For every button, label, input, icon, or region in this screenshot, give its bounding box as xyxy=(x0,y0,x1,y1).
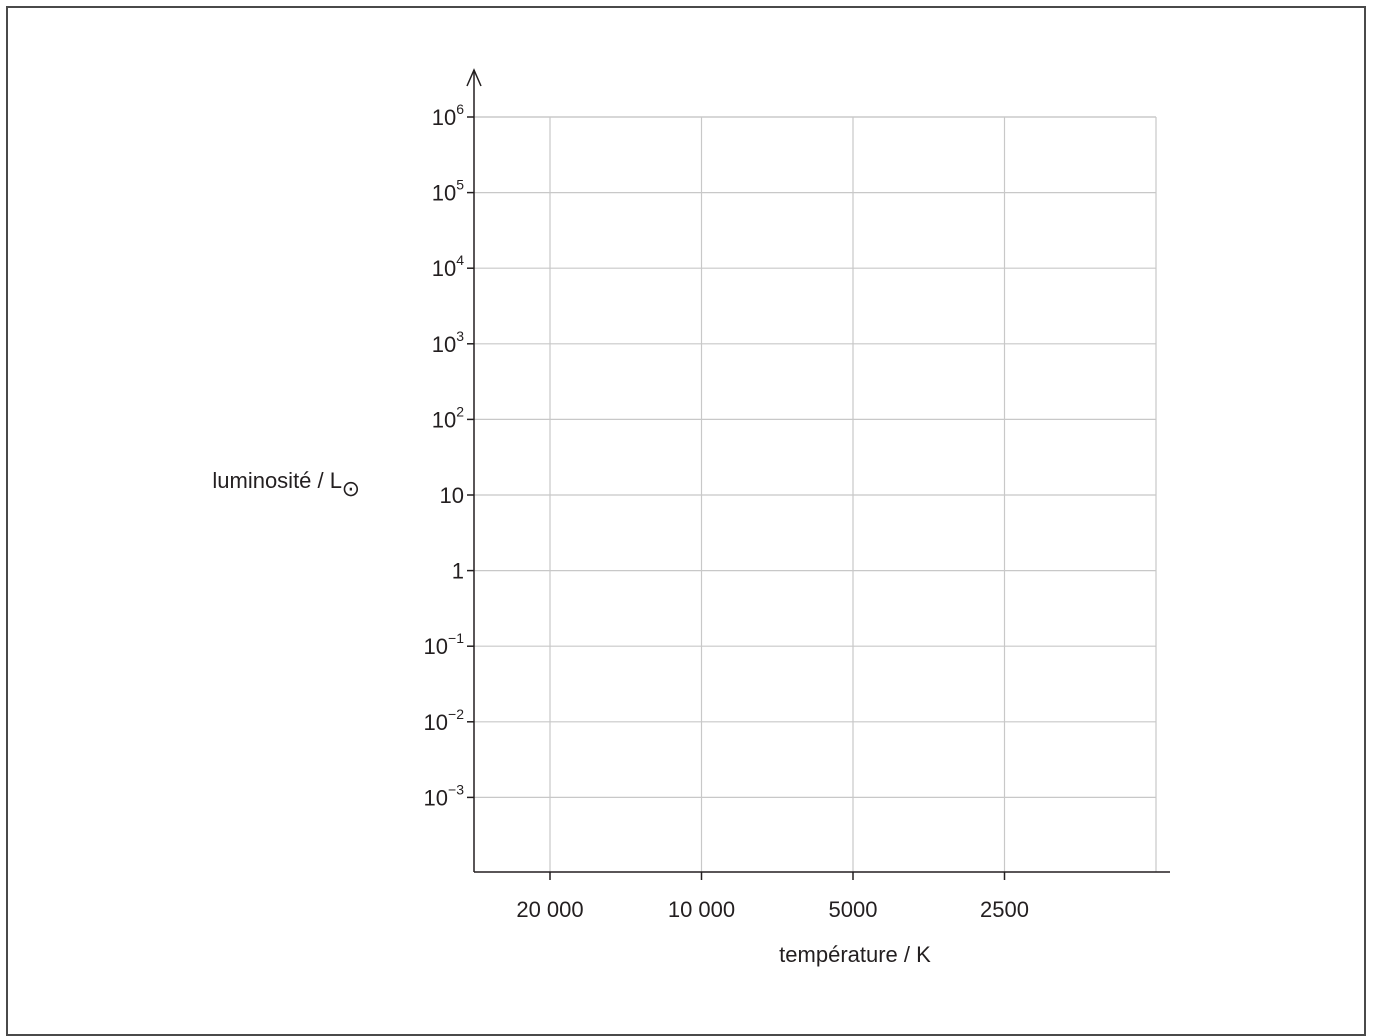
y-tick-label: 10−2 xyxy=(424,706,465,735)
y-tick-label: 1 xyxy=(452,559,464,584)
x-axis-title: température / K xyxy=(779,942,931,967)
x-tick-label: 10 000 xyxy=(668,897,735,922)
y-tick-label: 104 xyxy=(432,252,464,281)
ticks xyxy=(467,116,1006,880)
grid-lines xyxy=(474,116,1157,872)
y-tick-label: 105 xyxy=(432,177,464,206)
axes xyxy=(466,68,1170,873)
x-tick-label: 2500 xyxy=(980,897,1029,922)
y-tick-label: 103 xyxy=(432,328,464,357)
y-tick-label: 10−1 xyxy=(424,630,465,659)
y-axis-title: luminosité / L xyxy=(212,468,342,493)
y-axis-arrow xyxy=(466,68,482,87)
x-tick-label: 20 000 xyxy=(516,897,583,922)
y-tick-label: 10−3 xyxy=(424,781,465,810)
y-tick-label: 102 xyxy=(432,403,464,432)
y-axis-title-subscript: ⊙ xyxy=(342,476,360,501)
x-tick-label: 5000 xyxy=(829,897,878,922)
y-tick-label: 106 xyxy=(432,101,464,130)
y-tick-label: 10 xyxy=(440,483,464,508)
